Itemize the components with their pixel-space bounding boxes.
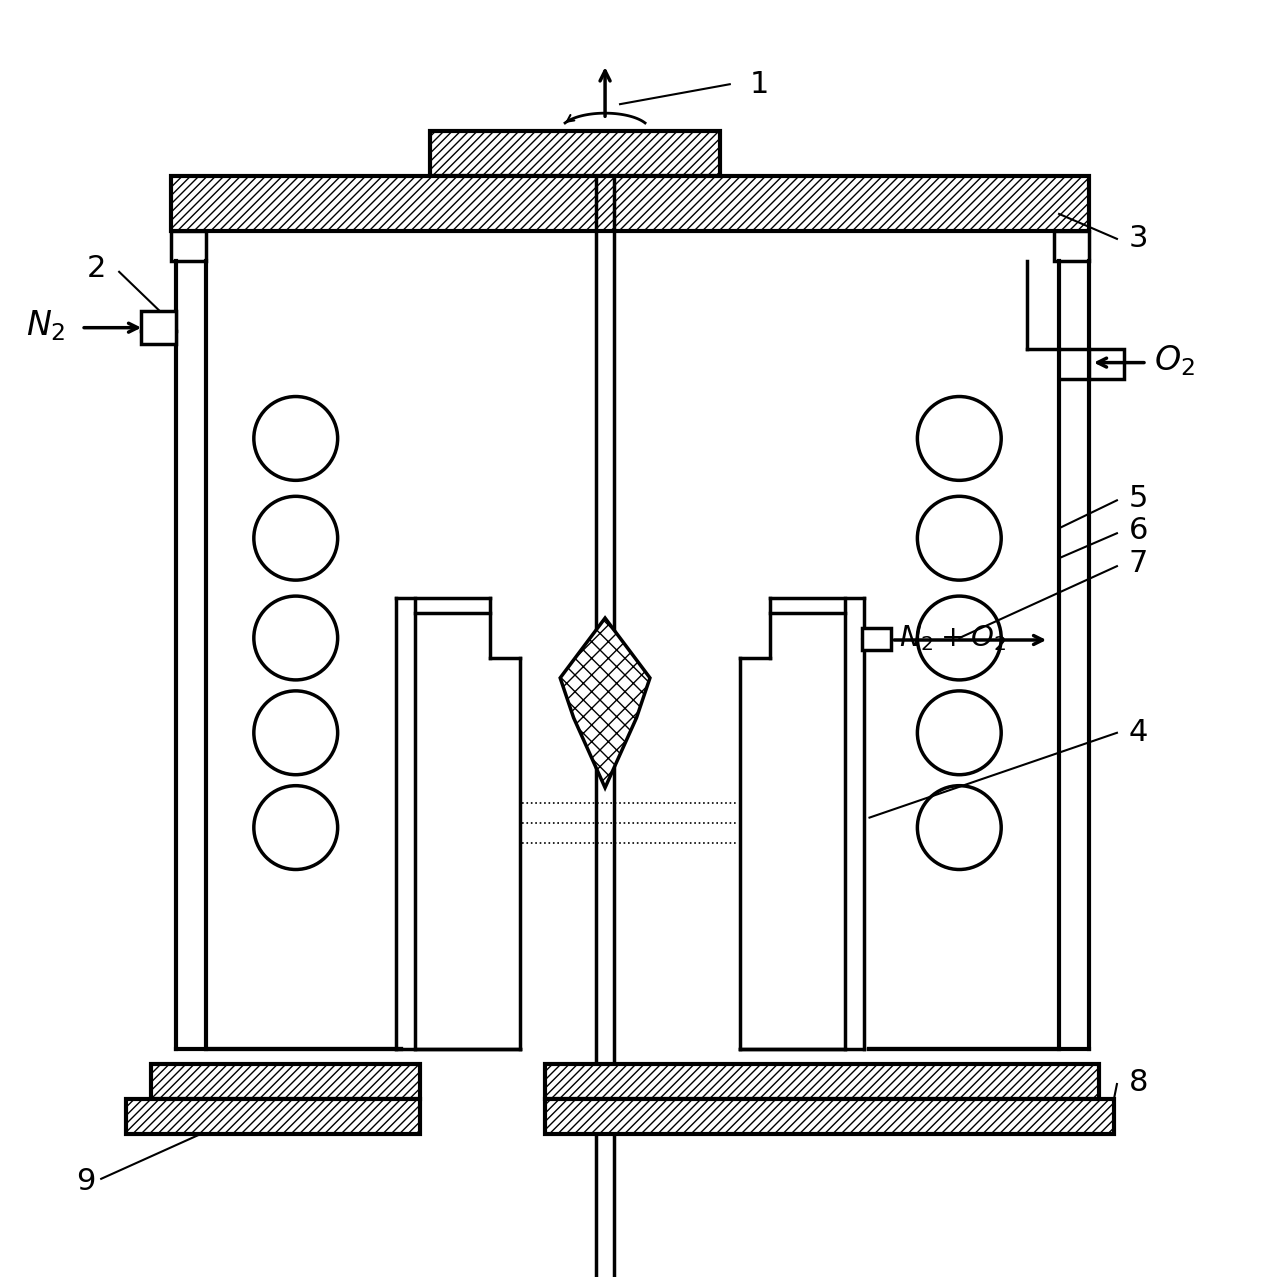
Text: 9: 9 bbox=[76, 1167, 95, 1196]
Text: 4: 4 bbox=[1129, 718, 1148, 748]
Bar bbox=[151, 1065, 420, 1099]
Bar bbox=[1055, 231, 1089, 261]
Text: 8: 8 bbox=[1129, 1067, 1148, 1097]
Text: 5: 5 bbox=[1129, 484, 1148, 512]
Text: 3: 3 bbox=[1129, 225, 1148, 253]
Bar bbox=[546, 1065, 1099, 1099]
Text: $N_2$: $N_2$ bbox=[27, 308, 66, 343]
Bar bbox=[171, 231, 206, 261]
Text: 1: 1 bbox=[750, 70, 769, 98]
Bar bbox=[171, 176, 1089, 231]
Bar bbox=[430, 132, 720, 176]
Bar bbox=[126, 1099, 420, 1134]
Bar bbox=[546, 1099, 1114, 1134]
Text: 2: 2 bbox=[86, 254, 107, 284]
Bar bbox=[1089, 349, 1124, 378]
Text: $O_2$: $O_2$ bbox=[1154, 344, 1194, 378]
Text: $N_2+O_2$: $N_2+O_2$ bbox=[900, 624, 1006, 653]
Text: 7: 7 bbox=[1129, 548, 1148, 578]
Bar bbox=[862, 627, 891, 651]
Text: 6: 6 bbox=[1129, 516, 1148, 544]
Polygon shape bbox=[560, 619, 650, 787]
Bar bbox=[141, 311, 176, 344]
